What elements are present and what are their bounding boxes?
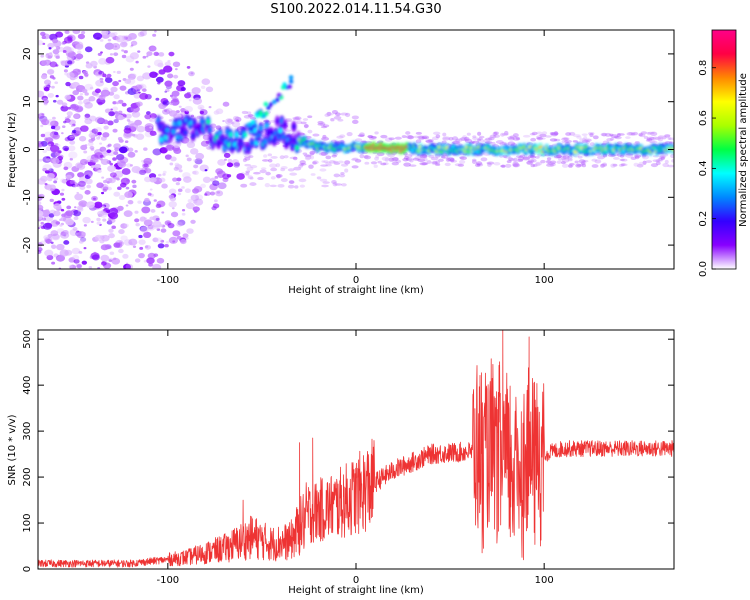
colorbar-tick-label: 0.0 [698,261,709,277]
spectrogram-y-tick-label: 20 [22,48,33,61]
spectrogram-y-tick-label: -10 [22,189,33,205]
spectrogram-x-axis-label: Height of straight line (km) [288,285,424,296]
snr-x-axis-label: Height of straight line (km) [288,585,424,596]
figure-title: S100.2022.014.11.54.G30 [270,2,442,17]
spectrogram-y-ticks: -20 -10 0 10 20 [22,48,674,253]
spectrogram-x-tick-label: 0 [353,275,359,286]
snr-y-axis-label: SNR (10 * v/v) [7,414,18,485]
snr-y-tick-label: 200 [22,468,33,487]
colorbar-tick-label: 0.6 [698,110,709,126]
snr-series-line [38,330,674,568]
snr-x-ticks: -100 0 100 [156,330,554,586]
spectrogram-x-ticks: -100 0 100 [156,30,554,286]
colorbar-tick-label: 0.4 [698,160,709,176]
spectrogram-x-tick-label: 100 [535,275,554,286]
colorbar-tick-label: 0.2 [698,211,709,227]
colorbar-gradient [711,29,737,270]
snr-y-tick-label: 400 [22,376,33,395]
snr-y-tick-label: 300 [22,422,33,441]
snr-x-tick-label: 0 [353,575,359,586]
colorbar-label: Normalized spectral amplitude [738,73,749,227]
spectrogram-heatmap [38,30,674,269]
spectrogram-y-tick-label: -20 [22,237,33,253]
spectrogram-y-tick-label: 10 [22,95,33,108]
snr-x-tick-label: 100 [535,575,554,586]
spectrogram-y-axis-label: Frequency (Hz) [7,112,18,188]
colorbar: 0.0 0.2 0.4 0.6 0.8 Normalized spectral ampl… [698,29,749,277]
snr-x-tick-label: -100 [156,575,179,586]
colorbar-ticks: 0.0 0.2 0.4 0.6 0.8 [698,60,716,277]
spectrogram-y-tick-label: 0 [22,146,33,152]
snr-y-ticks: 0 100 200 300 400 500 [22,330,674,572]
snr-y-tick-label: 500 [22,330,33,349]
snr-plot-area [38,330,674,568]
snr-y-tick-label: 100 [22,513,33,532]
snr-y-tick-label: 0 [22,566,33,572]
spectrogram-x-tick-label: -100 [156,275,179,286]
snr-panel: -100 0 100 0 100 200 300 400 500 Height of stra… [7,329,675,596]
colorbar-tick-label: 0.8 [698,60,709,76]
